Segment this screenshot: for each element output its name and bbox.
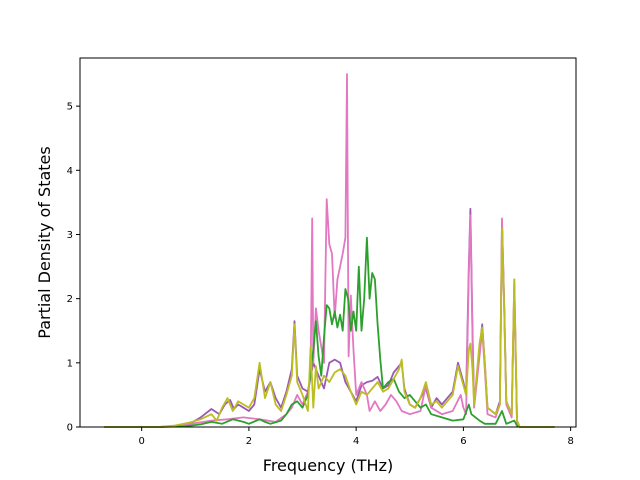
series-line-4 [104, 227, 555, 428]
y-tick-label: 3 [67, 230, 73, 241]
x-axis-label: Frequency (THz) [263, 456, 393, 475]
x-tick-label: 0 [138, 436, 144, 447]
y-tick-label: 0 [67, 423, 73, 434]
series-layer [104, 73, 555, 428]
x-tick-label: 6 [460, 436, 466, 447]
series-line-3 [104, 236, 555, 428]
y-axis: 0 1 2 3 4 5 [67, 102, 80, 434]
x-tick-label: 8 [567, 436, 573, 447]
y-tick-label: 5 [67, 102, 73, 113]
plot-frame [79, 57, 577, 428]
y-axis-label: Partial Density of States [35, 146, 54, 338]
x-axis: 0 2 4 6 8 [138, 427, 574, 447]
x-tick-label: 2 [246, 436, 252, 447]
x-tick-label: 4 [353, 436, 359, 447]
series-line-2 [104, 73, 555, 428]
y-tick-label: 2 [67, 294, 73, 305]
y-tick-label: 1 [67, 358, 73, 369]
y-tick-label: 4 [67, 166, 73, 177]
